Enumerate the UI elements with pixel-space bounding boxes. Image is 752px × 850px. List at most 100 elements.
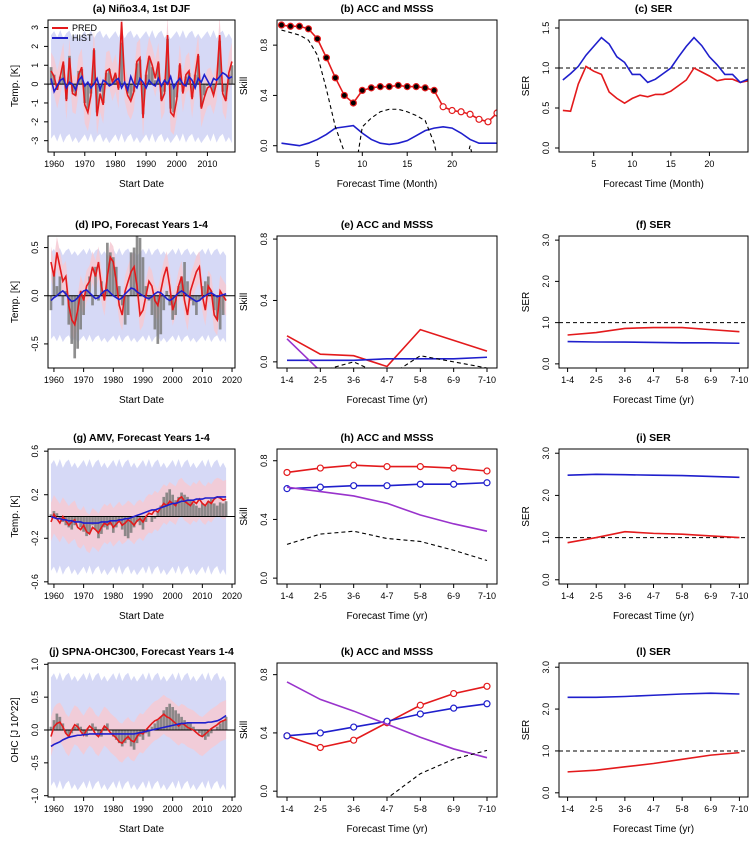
obs-bar	[183, 262, 186, 296]
plot-frame	[558, 19, 749, 153]
y-tick-label: 3	[30, 25, 40, 30]
obs-bar	[224, 501, 228, 517]
obs-bar	[162, 295, 166, 311]
panel-title: (l) SER	[636, 646, 671, 658]
plot-area	[283, 461, 491, 562]
y-tick-label: 1.0	[541, 531, 551, 544]
panel-a: 1960 1970 1980 1990 2000 2010 -3 -2 -1 0 1 2 3 (a) Ni…	[10, 3, 236, 190]
obs-bar	[201, 503, 204, 517]
x-tick-label: 3-6	[347, 375, 360, 385]
series-marker	[376, 83, 384, 91]
series-line-pred	[286, 328, 488, 368]
obs-bar	[126, 295, 130, 316]
obs-bar	[153, 723, 157, 730]
plot-area	[48, 459, 235, 576]
plot-frame	[558, 448, 749, 585]
series-marker	[412, 83, 420, 91]
series-marker	[416, 480, 424, 488]
y-tick-label: 0	[30, 82, 40, 87]
y-tick-label: 0.8	[259, 233, 269, 246]
obs-bar	[129, 516, 133, 533]
x-tick-label: 5-8	[414, 591, 427, 601]
x-tick-label: 3-6	[347, 804, 360, 814]
plot-area	[559, 692, 748, 773]
series-marker	[484, 118, 492, 126]
series-marker	[383, 482, 391, 490]
obs-bar	[178, 65, 182, 85]
obs-bar	[138, 516, 142, 526]
pred-spread-band	[50, 236, 227, 341]
x-tick-label: 2010	[192, 375, 212, 385]
x-tick-label: 15	[666, 159, 676, 169]
y-tick-label: -0.5	[30, 755, 40, 771]
obs-bar	[174, 710, 177, 730]
series-marker	[350, 736, 358, 744]
obs-bar	[52, 720, 56, 730]
obs-bar	[218, 723, 222, 730]
obs-bar	[73, 295, 77, 359]
y-tick-label: 0.4	[259, 513, 269, 526]
obs-bar	[129, 730, 133, 747]
panel-title: (g) AMV, Forecast Years 1-4	[73, 432, 210, 444]
y-tick-label: 0.5	[30, 691, 40, 704]
series-marker	[383, 463, 391, 471]
y-axis-label: Temp. [K]	[10, 281, 21, 323]
series-line-hist	[567, 692, 740, 699]
x-tick-label: 10	[357, 159, 367, 169]
obs-bar	[120, 730, 124, 747]
series-marker	[450, 480, 458, 488]
y-axis-label: SER	[521, 292, 532, 313]
x-tick-label: 1-4	[280, 804, 293, 814]
plot-area	[559, 322, 748, 345]
series-marker	[322, 54, 330, 62]
y-axis-label: Skill	[239, 507, 250, 525]
obs-bar	[209, 499, 213, 517]
x-axis-label: Forecast Time (yr)	[346, 611, 427, 622]
panel-title: (d) IPO, Forecast Years 1-4	[75, 219, 208, 231]
x-tick-label: 5-8	[676, 804, 689, 814]
obs-bar	[171, 494, 175, 517]
y-tick-label: 1	[30, 63, 40, 68]
series-marker	[421, 84, 429, 92]
y-tick-label: 2.0	[541, 275, 551, 288]
series-line-hist	[50, 287, 227, 303]
obs-bar	[186, 281, 189, 296]
series-marker	[416, 463, 424, 471]
obs-bar	[76, 295, 80, 349]
obs-bar	[117, 730, 121, 744]
x-tick-label: 2-5	[590, 591, 603, 601]
obs-bar	[94, 726, 97, 730]
obs-bar	[218, 295, 222, 330]
series-marker	[394, 81, 402, 89]
obs-bar	[85, 516, 88, 537]
x-axis-label: Forecast Time (yr)	[613, 395, 694, 406]
obs-bar	[85, 730, 88, 737]
series-marker	[331, 74, 339, 82]
obs-bar	[144, 516, 148, 522]
obs-bar	[198, 295, 201, 301]
series-marker	[493, 109, 497, 117]
x-tick-label: 1980	[103, 375, 123, 385]
panel-title: (i) SER	[636, 432, 671, 444]
series-line-pred	[50, 713, 227, 745]
obs-bar	[58, 516, 62, 519]
obs-bar	[203, 505, 207, 517]
y-tick-label: 0.8	[259, 454, 269, 467]
obs-bar	[49, 67, 53, 85]
obs-bar	[166, 38, 169, 85]
y-tick-label: -3	[30, 137, 40, 145]
obs-bar	[126, 730, 130, 740]
obs-bar	[82, 295, 85, 316]
series-line-pred	[50, 21, 233, 119]
x-tick-label: 3-6	[618, 375, 631, 385]
series-line-pred	[281, 24, 497, 123]
obs-bar	[126, 516, 130, 539]
obs-bar	[135, 236, 139, 296]
obs-bar	[209, 730, 213, 734]
x-tick-label: 2000	[163, 375, 183, 385]
y-axis-label: Skill	[239, 77, 250, 95]
x-axis-label: Forecast Time (Month)	[337, 179, 438, 190]
obs-bar	[206, 730, 210, 737]
obs-bar	[141, 257, 145, 296]
